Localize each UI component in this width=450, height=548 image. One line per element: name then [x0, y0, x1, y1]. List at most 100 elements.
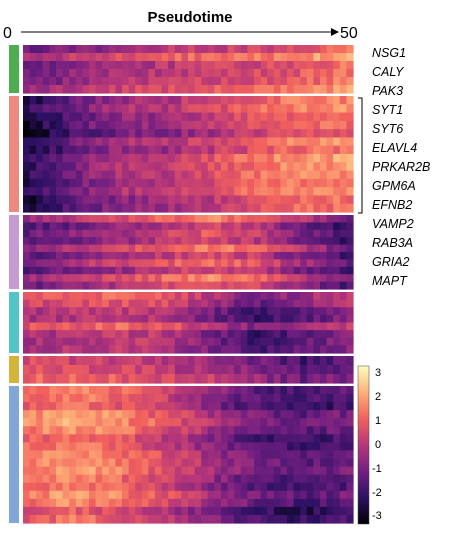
- heat-cell: [82, 386, 89, 395]
- heat-cell: [63, 434, 70, 443]
- heat-cell: [30, 230, 37, 238]
- heat-cell: [340, 386, 347, 395]
- heat-cell: [102, 323, 109, 331]
- heat-cell: [274, 386, 281, 395]
- heat-cell: [162, 499, 169, 508]
- heat-cell: [82, 259, 89, 267]
- heat-cell: [274, 222, 281, 230]
- heat-cell: [228, 323, 235, 331]
- heat-cell: [274, 245, 281, 253]
- heat-cell: [214, 204, 221, 213]
- heat-cell: [30, 426, 37, 435]
- heat-cell: [162, 85, 169, 94]
- heat-cell: [247, 307, 254, 315]
- heat-cell: [214, 53, 221, 62]
- heat-cell: [175, 245, 182, 253]
- heat-cell: [49, 245, 56, 253]
- heat-cell: [261, 230, 268, 238]
- heat-cell: [234, 365, 241, 375]
- gene-label-gpm6a: GPM6A: [372, 179, 416, 193]
- heat-cell: [294, 345, 301, 353]
- heat-cell: [129, 475, 136, 484]
- heat-cell: [175, 483, 182, 492]
- heat-cell: [89, 315, 96, 323]
- heat-cell: [267, 53, 274, 62]
- heat-cell: [340, 146, 347, 155]
- heat-cell: [102, 146, 109, 155]
- heat-cell: [129, 187, 136, 196]
- heat-cell: [333, 85, 340, 94]
- heat-cell: [115, 129, 122, 138]
- heat-cell: [254, 491, 261, 500]
- heat-cell: [135, 137, 142, 146]
- heat-cell: [201, 426, 208, 435]
- heat-cell: [96, 230, 103, 238]
- heat-cell: [49, 230, 56, 238]
- heat-cell: [333, 61, 340, 70]
- heat-cell: [287, 483, 294, 492]
- heat-cell: [287, 274, 294, 282]
- heat-cell: [333, 315, 340, 323]
- heat-cell: [82, 394, 89, 403]
- heat-cell: [254, 61, 261, 70]
- heat-cell: [102, 483, 109, 492]
- heat-cell: [76, 69, 83, 78]
- heat-cell: [148, 259, 155, 267]
- heat-cell: [287, 292, 294, 300]
- heat-cell: [313, 77, 320, 86]
- heat-cell: [76, 442, 83, 451]
- heat-cell: [267, 204, 274, 213]
- x-axis-label: Pseudotime: [147, 9, 232, 26]
- heat-cell: [228, 137, 235, 146]
- heat-cell: [49, 402, 56, 411]
- cluster-block-5: [23, 356, 354, 384]
- heat-cell: [267, 222, 274, 230]
- heat-cell: [234, 374, 241, 384]
- heat-cell: [122, 499, 129, 508]
- heat-cell: [142, 300, 149, 308]
- heat-cell: [89, 69, 96, 78]
- heat-cell: [162, 386, 169, 395]
- heat-cell: [254, 410, 261, 419]
- heat-cell: [261, 475, 268, 484]
- heat-cell: [168, 45, 175, 54]
- heat-cell: [333, 96, 340, 105]
- heat-cell: [346, 323, 353, 331]
- heat-cell: [142, 450, 149, 459]
- heat-cell: [241, 230, 248, 238]
- heat-cell: [261, 410, 268, 419]
- heat-cell: [102, 237, 109, 245]
- heat-cell: [43, 179, 50, 188]
- heat-cell: [307, 491, 314, 500]
- heat-cell: [109, 237, 116, 245]
- heat-cell: [267, 69, 274, 78]
- heat-cell: [30, 45, 37, 54]
- heat-cell: [135, 53, 142, 62]
- heat-cell: [241, 121, 248, 130]
- heat-cell: [214, 237, 221, 245]
- heat-cell: [340, 154, 347, 163]
- heat-cell: [181, 475, 188, 484]
- heat-cell: [300, 499, 307, 508]
- heat-cell: [294, 179, 301, 188]
- heat-cell: [287, 356, 294, 366]
- heat-cell: [294, 459, 301, 468]
- heat-cell: [333, 245, 340, 253]
- heat-cell: [175, 307, 182, 315]
- heat-cell: [307, 515, 314, 524]
- heat-cell: [43, 515, 50, 524]
- heat-cell: [56, 113, 63, 122]
- heat-cell: [208, 96, 215, 105]
- heat-cell: [313, 402, 320, 411]
- heat-cell: [63, 104, 70, 113]
- heat-cell: [175, 171, 182, 180]
- heat-cell: [148, 374, 155, 384]
- heat-cell: [333, 507, 340, 516]
- heat-cell: [280, 154, 287, 163]
- heat-cell: [300, 77, 307, 86]
- heat-cell: [320, 300, 327, 308]
- heat-cell: [214, 356, 221, 366]
- heat-cell: [155, 345, 162, 353]
- heat-cell: [234, 252, 241, 260]
- heat-cell: [36, 315, 43, 323]
